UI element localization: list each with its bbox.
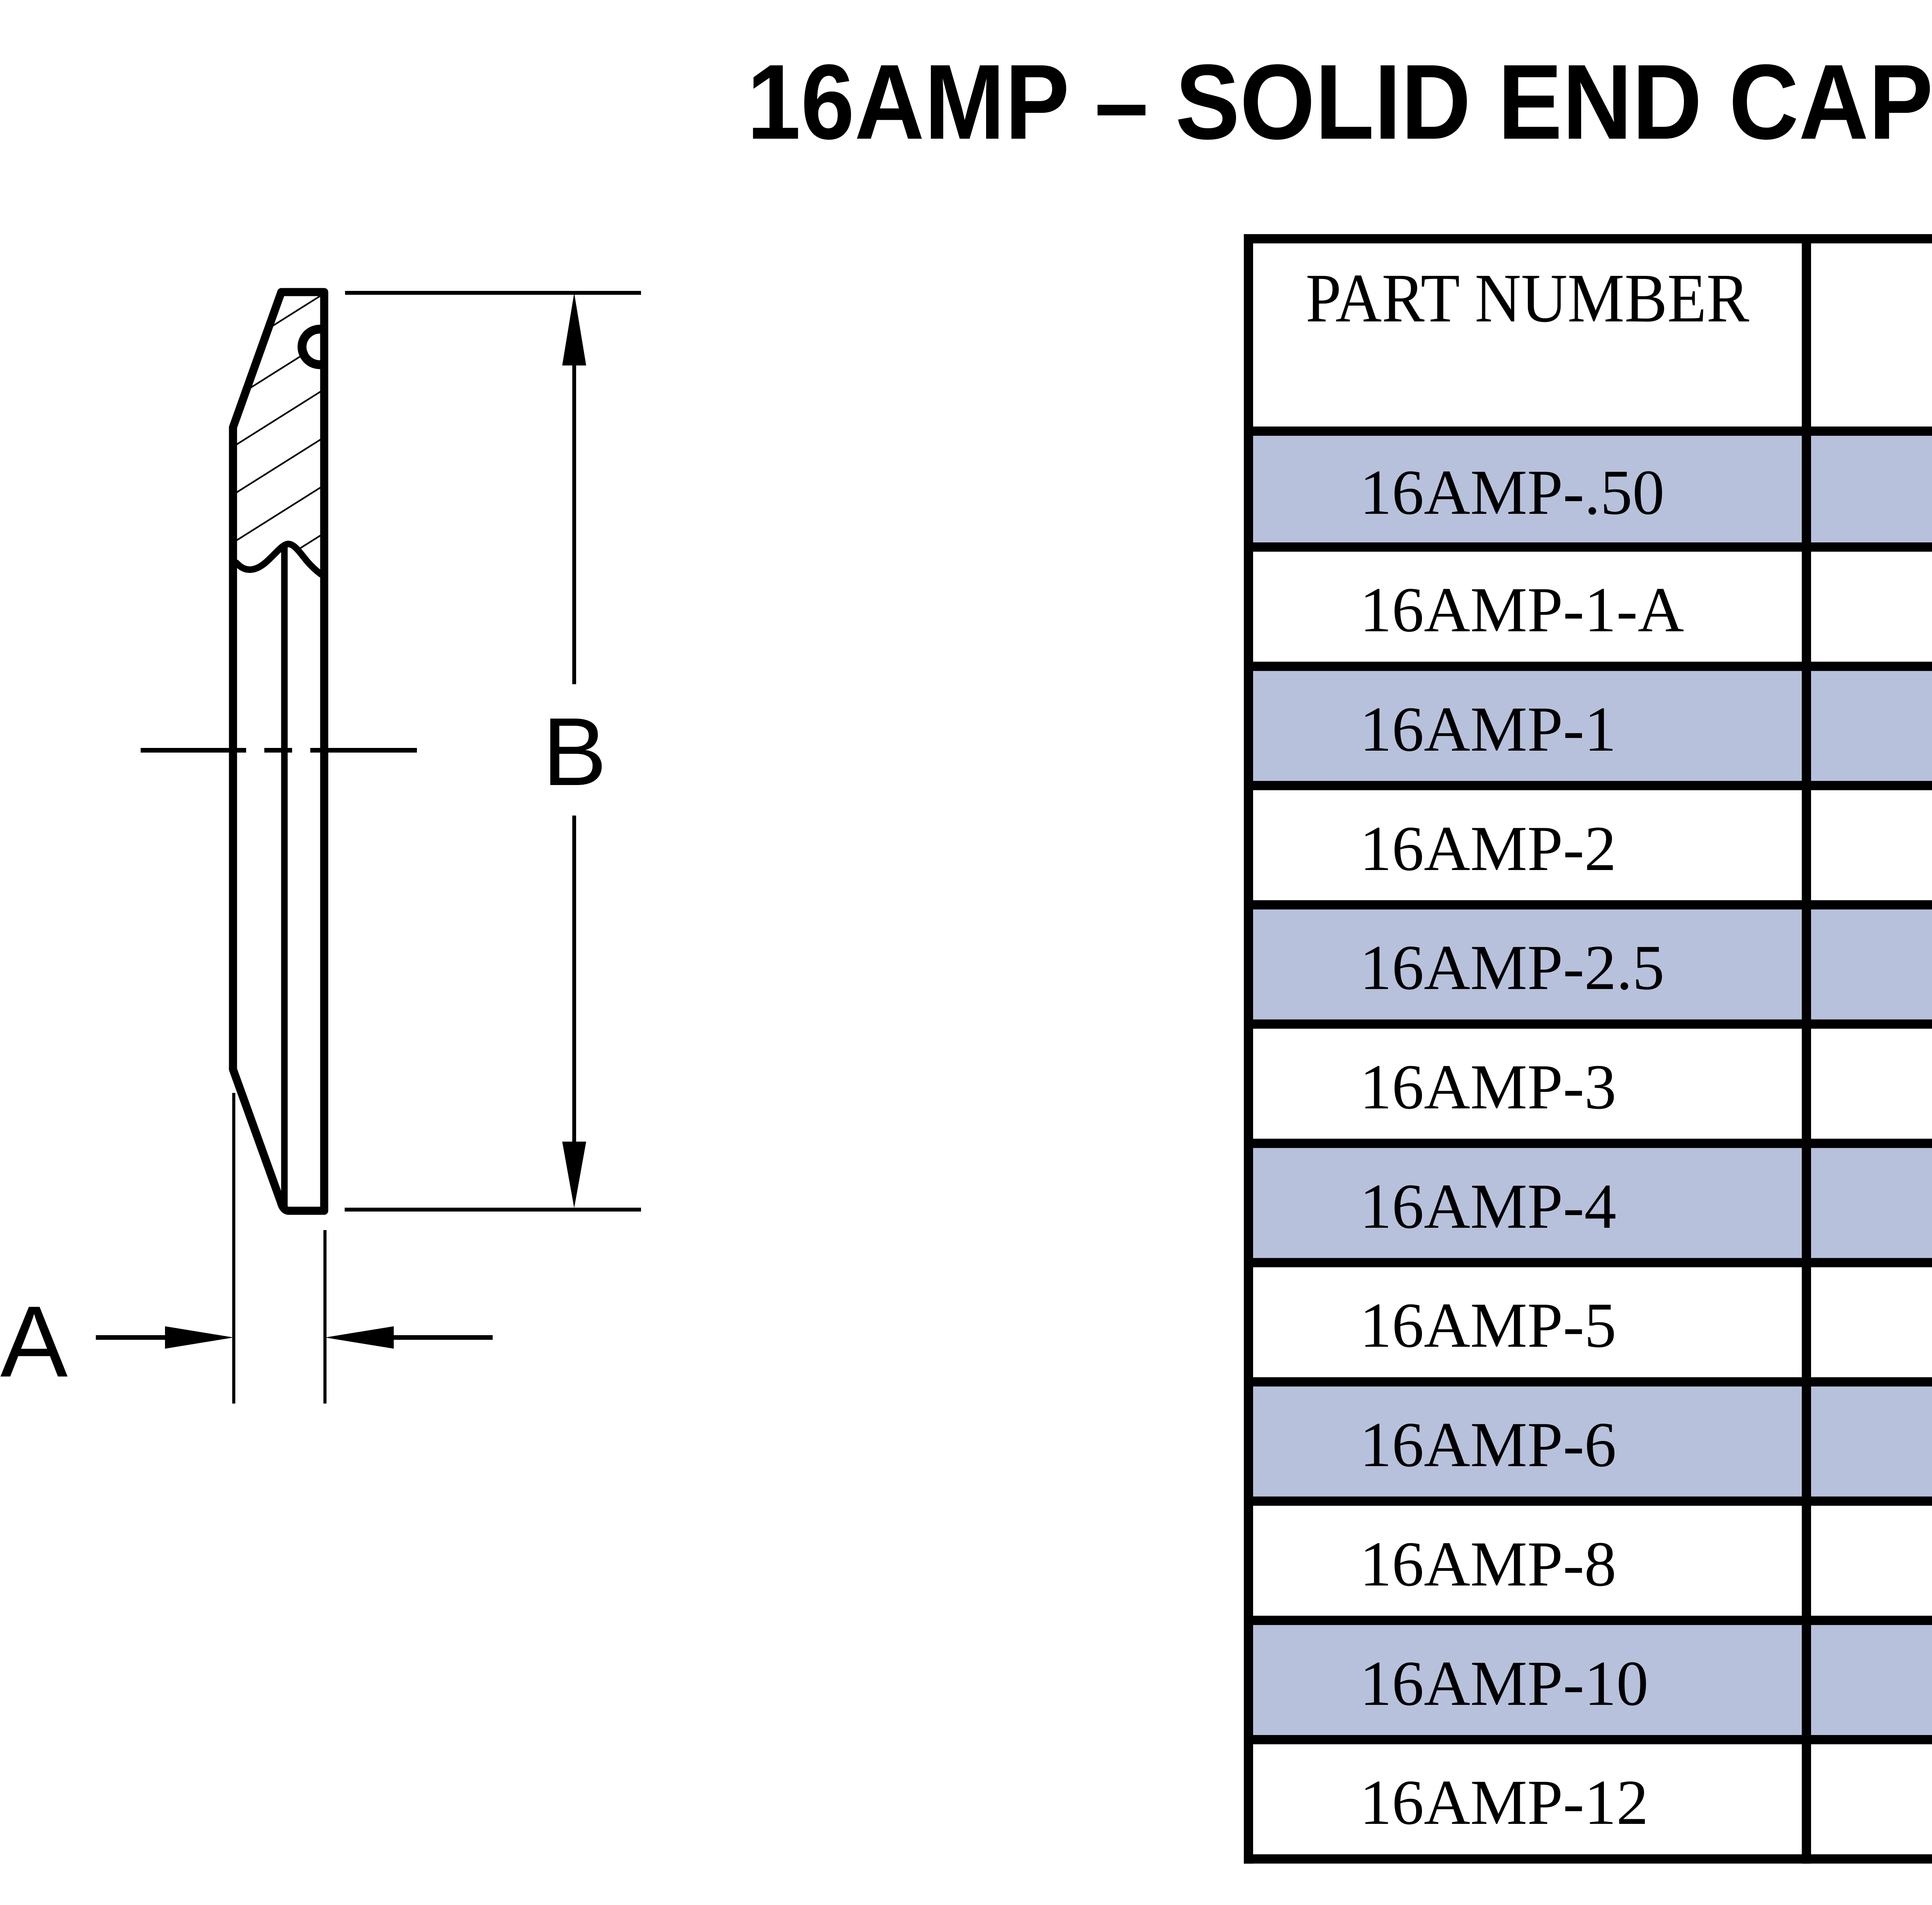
svg-text:16AMP-6: 16AMP-6: [1360, 1409, 1616, 1480]
svg-text:A: A: [0, 1285, 68, 1398]
svg-text:B: B: [543, 698, 607, 806]
svg-text:16AMP-.50: 16AMP-.50: [1360, 457, 1665, 528]
svg-text:16AMP-10: 16AMP-10: [1360, 1648, 1648, 1719]
svg-text:PART NUMBER: PART NUMBER: [1306, 260, 1749, 336]
svg-text:16AMP-4: 16AMP-4: [1360, 1171, 1616, 1242]
svg-text:16AMP-3: 16AMP-3: [1360, 1051, 1616, 1122]
svg-text:16AMP-1: 16AMP-1: [1360, 693, 1616, 765]
svg-text:1 (TYPE A): 1 (TYPE A): [1928, 574, 1932, 645]
svg-text:16AMP-5: 16AMP-5: [1360, 1290, 1616, 1361]
svg-text:16AMP-12: 16AMP-12: [1360, 1767, 1648, 1838]
svg-text:16AMP – SOLID END CAP: 16AMP – SOLID END CAP: [747, 42, 1932, 161]
svg-text:16AMP-8: 16AMP-8: [1360, 1528, 1616, 1599]
svg-text:16AMP-2.5: 16AMP-2.5: [1360, 932, 1665, 1003]
svg-text:16AMP-1-A: 16AMP-1-A: [1360, 574, 1684, 645]
svg-text:16AMP-2: 16AMP-2: [1360, 813, 1616, 884]
